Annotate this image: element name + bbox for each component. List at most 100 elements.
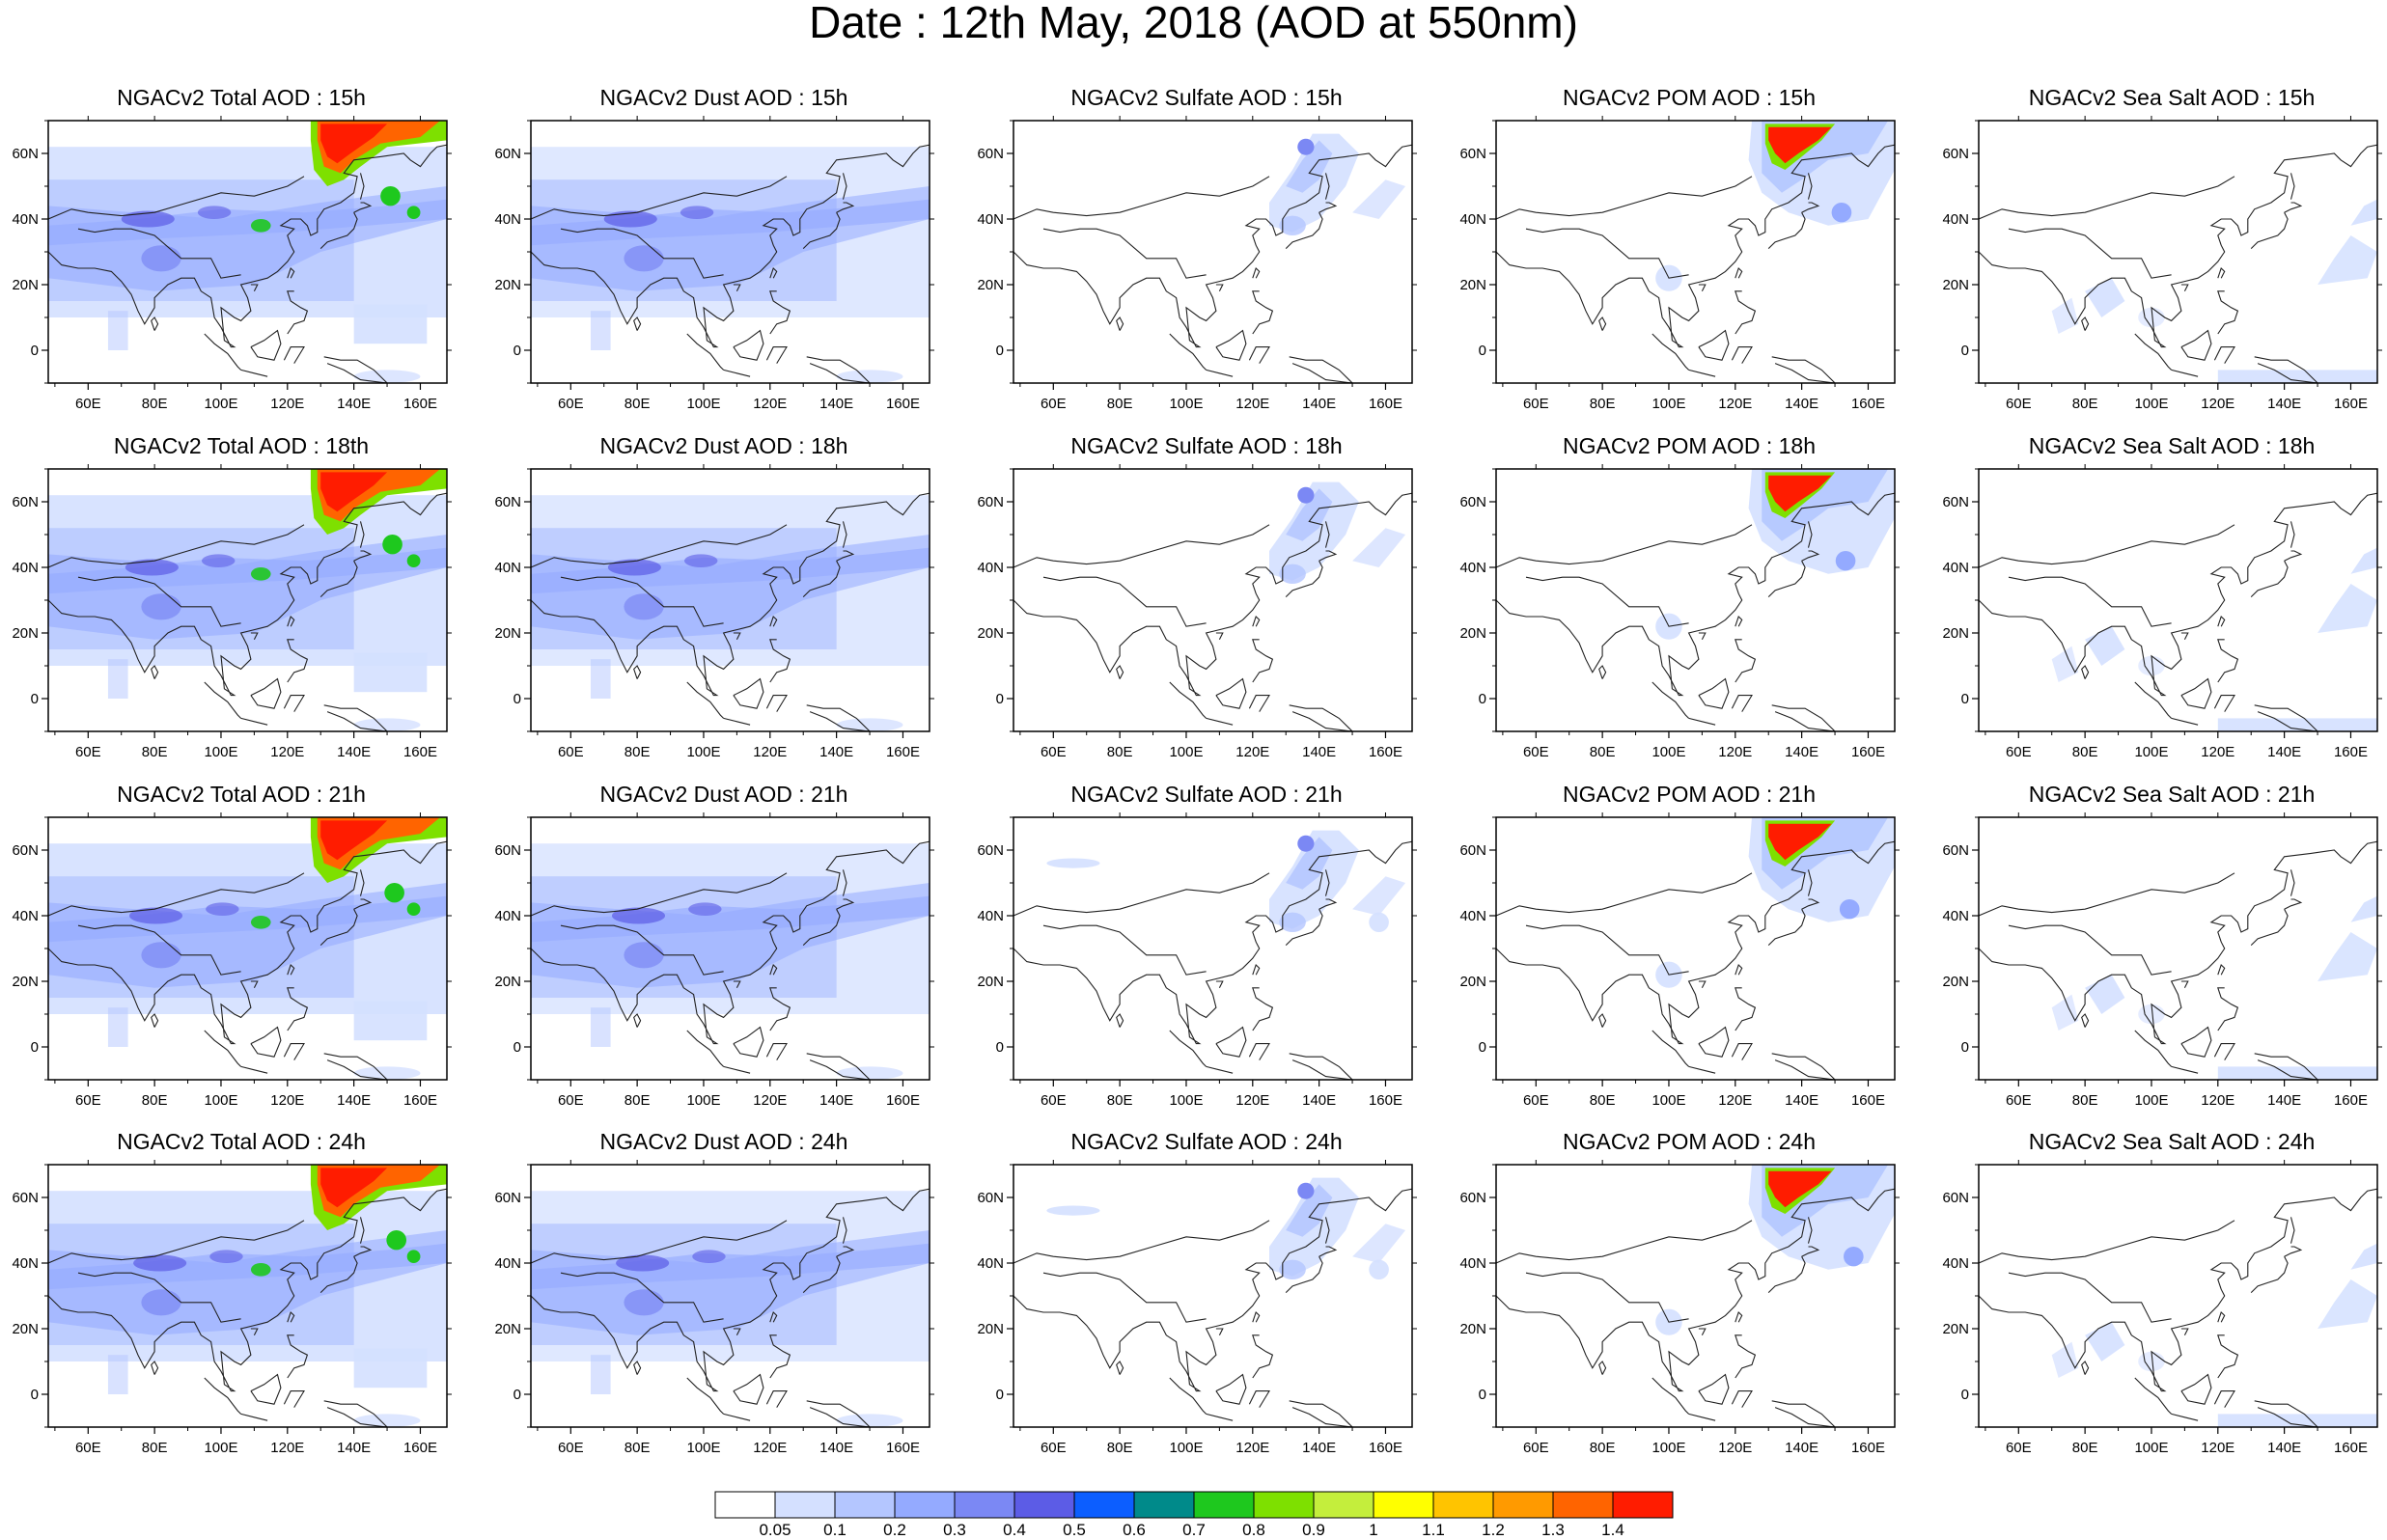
lat-tick-label: 0	[996, 691, 1004, 707]
lon-tick-label: 140E	[337, 744, 371, 760]
lat-tick-label: 0	[1479, 1039, 1486, 1056]
map-plot: 60E 80E 100E 120E 140E 160E 60N 40N 20N 0	[494, 812, 934, 1109]
lon-tick-label: 160E	[1851, 1440, 1885, 1456]
lon-tick-label: 60E	[1041, 744, 1067, 760]
aod-field	[531, 817, 930, 1080]
lat-tick-label: 20N	[977, 1321, 1004, 1337]
lat-tick-label: 40N	[977, 560, 1004, 576]
lat-tick-label: 20N	[977, 974, 1004, 990]
lon-tick-label: 60E	[2006, 1440, 2032, 1456]
map-panel: NGACv2 Dust AOD : 21h 60E 80E 100E 120E 140E 1…	[483, 782, 965, 1129]
map-plot: 60E 80E 100E 120E 140E 160E 60N 40N 20N 0	[494, 116, 934, 412]
lat-tick-label: 40N	[12, 560, 39, 576]
lat-tick-label: 60N	[12, 1190, 39, 1206]
colorbar-swatch	[834, 1491, 896, 1519]
coastlines	[48, 144, 447, 383]
panel-title: NGACv2 POM AOD : 15h	[1562, 85, 1817, 110]
aod-field	[1496, 817, 1895, 1080]
coastlines	[48, 840, 447, 1080]
lon-tick-label: 160E	[1851, 1092, 1885, 1109]
map-panel: NGACv2 Sulfate AOD : 24h 60E 80E 100E 120E 14…	[965, 1129, 1448, 1476]
lat-tick-label: 0	[31, 691, 39, 707]
map-plot: 60E 80E 100E 120E 140E 160E 60N 40N 20N 0	[1459, 812, 1900, 1109]
lat-tick-label: 60N	[12, 842, 39, 859]
aod-field	[531, 121, 930, 383]
lon-tick-label: 60E	[558, 1440, 584, 1456]
coastlines	[1013, 144, 1412, 383]
map-plot: 60E 80E 100E 120E 140E 160E 60N 40N 20N 0	[1942, 116, 2382, 412]
lat-tick-label: 60N	[1459, 842, 1486, 859]
lon-tick-label: 60E	[75, 744, 101, 760]
lon-tick-label: 120E	[753, 1092, 787, 1109]
lon-tick-label: 80E	[1590, 744, 1616, 760]
lat-tick-label: 20N	[12, 277, 39, 293]
lon-tick-label: 60E	[558, 744, 584, 760]
lat-tick-label: 20N	[494, 625, 521, 642]
map-plot: 60E 80E 100E 120E 140E 160E 60N 40N 20N 0	[12, 464, 452, 760]
lon-tick-label: 160E	[2334, 396, 2368, 412]
lat-tick-label: 20N	[977, 277, 1004, 293]
lon-tick-label: 60E	[75, 1440, 101, 1456]
lat-tick-label: 40N	[494, 211, 521, 228]
lon-tick-label: 120E	[1718, 744, 1752, 760]
lon-tick-label: 80E	[1590, 1092, 1616, 1109]
lon-tick-label: 120E	[270, 1440, 304, 1456]
lon-tick-label: 160E	[403, 396, 437, 412]
map-plot: 60E 80E 100E 120E 140E 160E 60N 40N 20N 0	[977, 116, 1417, 412]
panel-title: NGACv2 Dust AOD : 15h	[599, 85, 848, 110]
lon-tick-label: 80E	[1107, 744, 1133, 760]
coastlines	[1496, 144, 1895, 383]
lat-tick-label: 40N	[1942, 560, 1969, 576]
lat-tick-label: 40N	[1459, 211, 1486, 228]
lat-tick-label: 40N	[1942, 908, 1969, 924]
lat-tick-label: 0	[1479, 343, 1486, 359]
coastlines	[531, 1188, 930, 1427]
lon-tick-label: 160E	[886, 1440, 920, 1456]
lon-tick-label: 100E	[1651, 744, 1685, 760]
map-panel: NGACv2 Dust AOD : 24h 60E 80E 100E 120E 140E 1…	[483, 1129, 965, 1476]
colorbar-swatch	[1253, 1491, 1315, 1519]
lon-tick-label: 100E	[204, 1440, 237, 1456]
colorbar-label: 1	[1369, 1521, 1377, 1537]
coastlines	[1979, 1188, 2377, 1427]
lon-tick-label: 80E	[625, 396, 651, 412]
lat-tick-label: 60N	[977, 494, 1004, 510]
lon-tick-label: 140E	[1302, 396, 1336, 412]
map-panel: NGACv2 POM AOD : 18h 60E 80E 100E 120E 140E 16…	[1448, 433, 1930, 781]
lat-tick-label: 40N	[1942, 211, 1969, 228]
lon-tick-label: 100E	[204, 744, 237, 760]
lat-tick-label: 0	[996, 1039, 1004, 1056]
lon-tick-label: 100E	[1169, 396, 1203, 412]
lat-tick-label: 40N	[494, 908, 521, 924]
lat-tick-label: 0	[513, 1387, 521, 1403]
lat-tick-label: 40N	[1459, 908, 1486, 924]
colorbar-label: 0.1	[823, 1521, 847, 1537]
lat-tick-label: 0	[513, 343, 521, 359]
coastlines	[1013, 1188, 1412, 1427]
lat-tick-label: 60N	[494, 146, 521, 162]
lat-tick-label: 40N	[977, 1255, 1004, 1272]
panel-title: NGACv2 Total AOD : 18th	[113, 433, 370, 458]
lat-tick-label: 20N	[977, 625, 1004, 642]
lat-tick-label: 20N	[12, 1321, 39, 1337]
colorbar-swatch	[1193, 1491, 1255, 1519]
colorbar-swatch	[1073, 1491, 1135, 1519]
lat-tick-label: 40N	[977, 211, 1004, 228]
map-panel: NGACv2 Total AOD : 15h 60E 80E 100E 120E 140E…	[0, 85, 483, 432]
map-plot: 60E 80E 100E 120E 140E 160E 60N 40N 20N 0	[977, 464, 1417, 760]
lat-tick-label: 40N	[494, 1255, 521, 1272]
aod-field	[1013, 121, 1412, 383]
map-plot: 60E 80E 100E 120E 140E 160E 60N 40N 20N 0	[494, 464, 934, 760]
colorbar-label: 0.6	[1123, 1521, 1146, 1537]
colorbar-label: 0.4	[1003, 1521, 1026, 1537]
lon-tick-label: 120E	[1718, 396, 1752, 412]
lat-tick-label: 40N	[12, 908, 39, 924]
lon-tick-label: 80E	[2072, 744, 2098, 760]
map-panel: NGACv2 Dust AOD : 15h 60E 80E 100E 120E 140E 1…	[483, 85, 965, 432]
lon-tick-label: 160E	[1851, 396, 1885, 412]
lon-tick-label: 60E	[1523, 744, 1549, 760]
lon-tick-label: 140E	[1302, 1092, 1336, 1109]
colorbar-swatch	[1013, 1491, 1075, 1519]
lon-tick-label: 120E	[753, 744, 787, 760]
lon-tick-label: 160E	[886, 1092, 920, 1109]
